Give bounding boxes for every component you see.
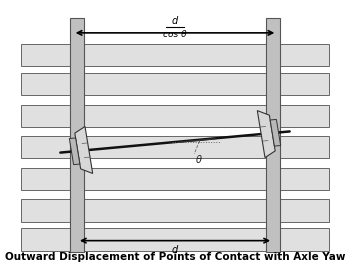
Bar: [21, 73, 329, 95]
Text: Outward Displacement of Points of Contact with Axle Yaw: Outward Displacement of Points of Contac…: [5, 252, 345, 262]
Bar: [21, 104, 329, 127]
Polygon shape: [69, 138, 80, 165]
Bar: [70, 18, 84, 252]
Bar: [21, 228, 329, 250]
Text: d: d: [172, 16, 178, 26]
Polygon shape: [257, 110, 275, 158]
Bar: [21, 199, 329, 221]
Bar: [21, 136, 329, 158]
Text: cos θ: cos θ: [163, 30, 187, 39]
Bar: [21, 168, 329, 190]
Polygon shape: [75, 127, 93, 174]
Text: θ: θ: [196, 155, 202, 165]
Polygon shape: [270, 119, 281, 146]
Text: d: d: [172, 245, 178, 255]
Bar: [266, 18, 280, 252]
Bar: [21, 44, 329, 66]
